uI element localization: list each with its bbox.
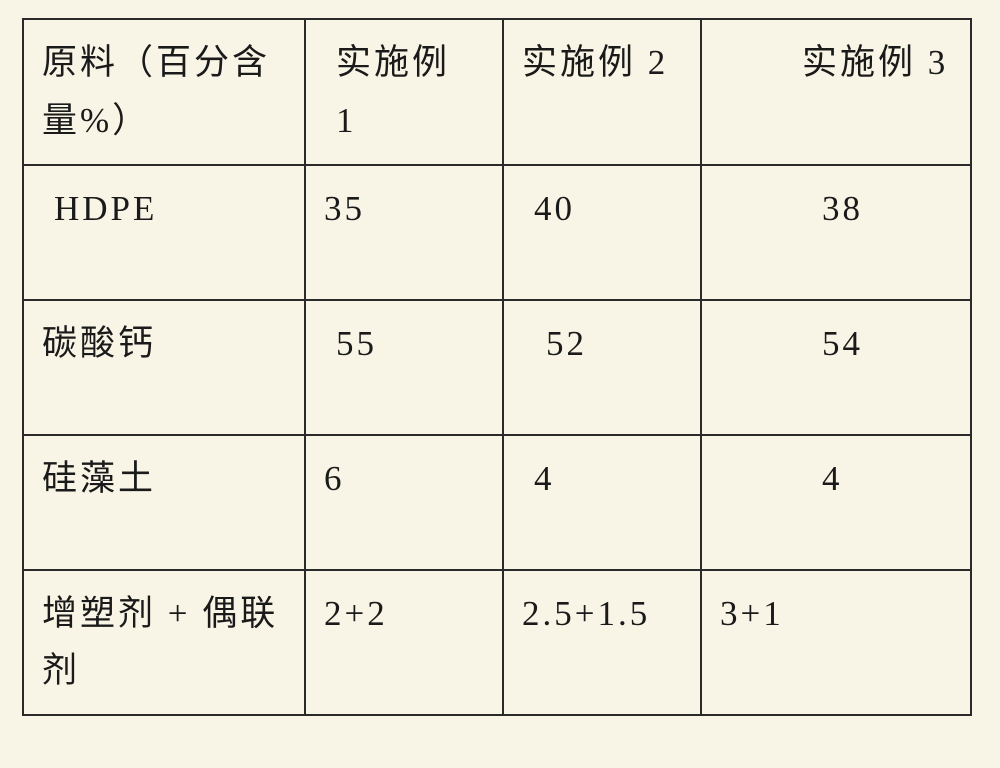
header-material-line2: 量%）: [42, 101, 150, 140]
header-ex1: 实施例 1: [305, 19, 503, 165]
cell-material: 硅藻土: [23, 435, 305, 570]
cell-ex3: 54: [701, 300, 971, 435]
cell-ex3: 38: [701, 165, 971, 300]
cell-material: 增塑剂 + 偶联 剂: [23, 570, 305, 716]
cell-ex2: 52: [503, 300, 701, 435]
header-ex3-text: 实施例 3: [802, 43, 948, 82]
header-ex1-line1: 实施例: [336, 43, 450, 82]
cell-material: 碳酸钙: [23, 300, 305, 435]
header-material: 原料（百分含 量%）: [23, 19, 305, 165]
table-row: HDPE 35 40 38: [23, 165, 971, 300]
header-material-line1: 原料（百分含: [42, 43, 270, 82]
cell-ex1: 35: [305, 165, 503, 300]
table-row: 硅藻土 6 4 4: [23, 435, 971, 570]
composition-table: 原料（百分含 量%） 实施例 1 实施例 2 实施例 3 HDPE 35 40 …: [22, 18, 972, 716]
header-ex2: 实施例 2: [503, 19, 701, 165]
header-ex2-text: 实施例 2: [522, 43, 668, 82]
cell-ex2: 2.5+1.5: [503, 570, 701, 716]
cell-ex1: 2+2: [305, 570, 503, 716]
cell-ex3: 4: [701, 435, 971, 570]
cell-ex2: 40: [503, 165, 701, 300]
header-ex1-line2: 1: [336, 101, 357, 140]
cell-ex2: 4: [503, 435, 701, 570]
table-row: 碳酸钙 55 52 54: [23, 300, 971, 435]
cell-ex1: 6: [305, 435, 503, 570]
cell-material-line1: 增塑剂 + 偶联: [42, 594, 278, 633]
table-header-row: 原料（百分含 量%） 实施例 1 实施例 2 实施例 3: [23, 19, 971, 165]
table-row: 增塑剂 + 偶联 剂 2+2 2.5+1.5 3+1: [23, 570, 971, 716]
cell-ex3: 3+1: [701, 570, 971, 716]
header-ex3: 实施例 3: [701, 19, 971, 165]
cell-material-line2: 剂: [42, 651, 80, 690]
cell-ex1: 55: [305, 300, 503, 435]
cell-material: HDPE: [23, 165, 305, 300]
table-container: 原料（百分含 量%） 实施例 1 实施例 2 实施例 3 HDPE 35 40 …: [0, 0, 1000, 734]
